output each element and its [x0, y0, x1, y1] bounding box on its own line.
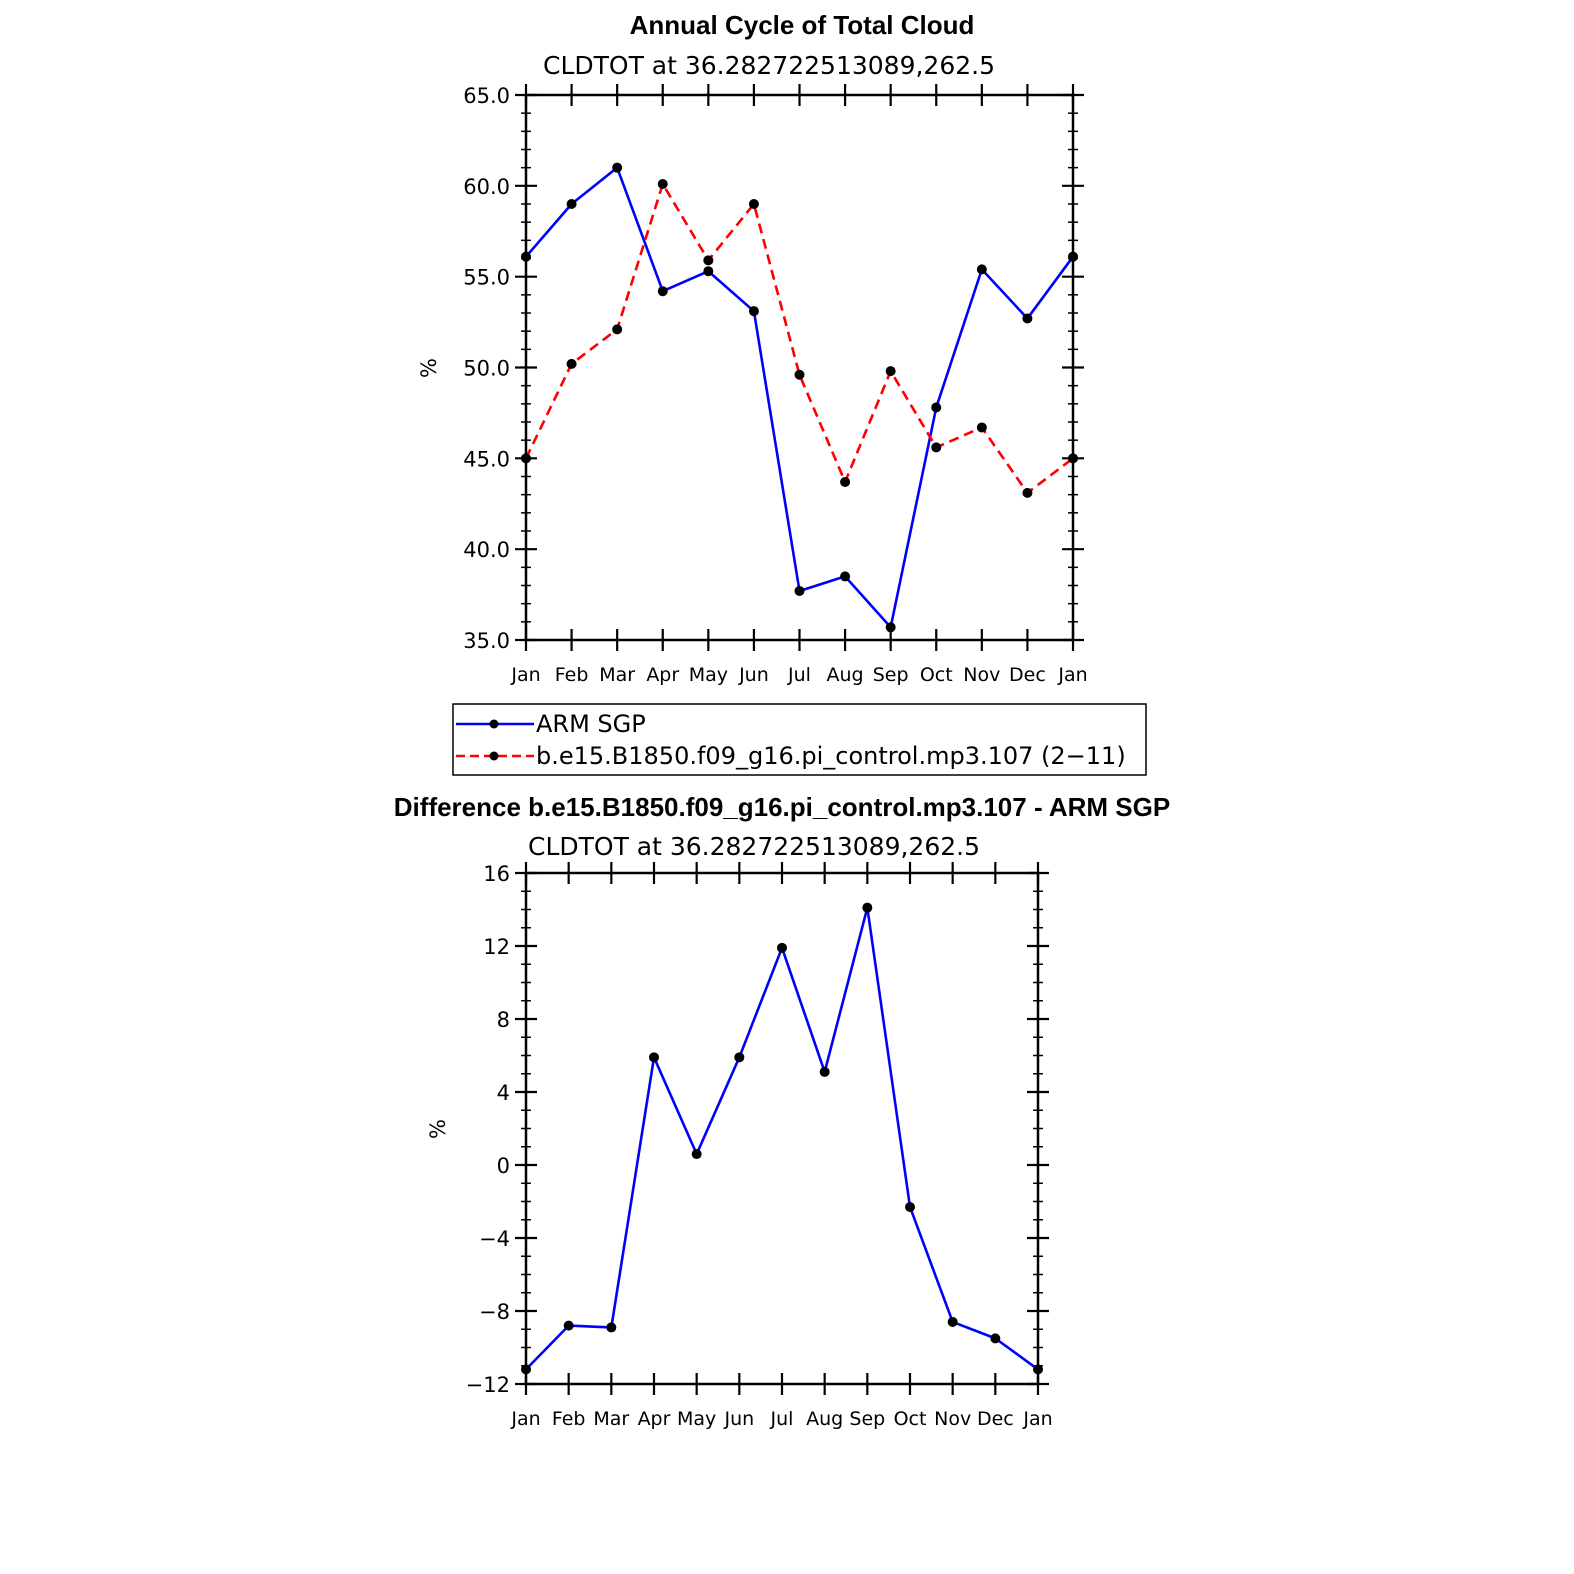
chart2-y-axis-label: %: [426, 1119, 450, 1139]
chart1-series-1-point: [840, 571, 851, 582]
chart1-y-tick-label: 45.0: [463, 447, 510, 471]
chart2-y-tick-label: −4: [479, 1227, 510, 1251]
chart1-x-tick-label: Jun: [738, 664, 769, 686]
chart1-series-2-point: [1068, 453, 1078, 464]
chart1-series-2-point: [703, 255, 714, 266]
chart1-series-1-line: [525, 166, 1075, 629]
chart1-title: Annual Cycle of Total Cloud: [630, 10, 975, 40]
chart2-x-tick-label: May: [677, 1408, 716, 1430]
chart1-series-1-point: [931, 402, 942, 413]
chart1-series-1-point: [612, 162, 623, 173]
chart2-subtitle: CLDTOT at 36.282722513089,262.5: [528, 832, 980, 861]
chart2-y-tick-label: 8: [497, 1008, 510, 1032]
chart1-x-tick-label: Aug: [827, 664, 864, 686]
chart2-series-1-point: [990, 1333, 1001, 1344]
chart1-x-tick-label: Oct: [920, 664, 953, 686]
chart2-series-1-point: [777, 942, 787, 953]
chart1-y-tick-label: 40.0: [463, 538, 510, 562]
chart2-y-tick-label: −12: [466, 1373, 510, 1397]
chart2-series-1-point: [862, 902, 873, 913]
chart2-y-tick-label: −8: [479, 1300, 510, 1324]
chart2-series-1-point: [691, 1149, 702, 1160]
legend-marker-arm: [489, 719, 499, 729]
chart1-x-tick-label: Nov: [963, 664, 1000, 686]
chart1-series-1-point: [521, 251, 531, 262]
chart1-x-tick-label: Dec: [1009, 664, 1046, 686]
chart2-x-tick-label: Jan: [510, 1408, 540, 1430]
chart2-y-tick-label: 4: [497, 1081, 510, 1105]
chart1-series-1-point: [885, 622, 896, 633]
legend-label-model: b.e15.B1850.f09_g16.pi_control.mp3.107 (…: [536, 742, 1126, 770]
chart1-x-tick-label: Mar: [599, 664, 635, 686]
chart2-x-tick-label: Mar: [593, 1408, 629, 1430]
chart1-series-1-point: [657, 286, 668, 297]
chart2-series-1-point: [563, 1320, 574, 1331]
chart1-x-tick-label: Sep: [873, 664, 909, 686]
chart2-y-tick-label: 0: [497, 1154, 510, 1178]
chart1-series-2-point: [840, 476, 851, 487]
chart2-x-tick-label: Jun: [723, 1408, 754, 1430]
chart1-y-tick-label: 65.0: [463, 84, 510, 108]
chart2-series-1-point: [1033, 1364, 1043, 1375]
chart2-x-tick-label: Sep: [849, 1408, 885, 1430]
chart2-x-tick-label: Oct: [894, 1408, 927, 1430]
chart1-series-2-point: [885, 366, 896, 377]
chart2-series-1-point: [947, 1316, 958, 1327]
chart1-series-2-point: [748, 199, 759, 209]
chart2-series-1-line: [525, 906, 1039, 1371]
chart1-series-1-point: [748, 306, 759, 317]
chart1-x-tick-label: Feb: [555, 664, 589, 686]
chart1-series-2-point: [794, 369, 805, 380]
chart1-series-2-point: [566, 358, 577, 369]
chart1-series-2-point: [1022, 487, 1033, 498]
chart1-series-2-point: [521, 453, 531, 464]
chart2-x-tick-label: Apr: [638, 1408, 671, 1430]
chart1-series-2-point: [976, 422, 987, 433]
chart1-series-1-point: [1068, 251, 1078, 262]
chart2-x-tick-label: Jul: [770, 1408, 794, 1430]
chart1-x-tick-label: Apr: [646, 664, 679, 686]
chart1-x-tick-label: Jan: [510, 664, 540, 686]
chart1-series-2-point: [931, 442, 942, 453]
chart1-y-axis-label: %: [417, 358, 441, 378]
chart2-x-tick-label: Dec: [977, 1408, 1014, 1430]
chart1-series-2-line: [524, 182, 1074, 495]
chart1-series-2-point: [612, 324, 623, 335]
chart1-series-1-point: [566, 199, 577, 209]
chart2-series-1-point: [606, 1322, 617, 1333]
chart2-x-tick-label: Jan: [1022, 1408, 1052, 1430]
legend-label-arm: ARM SGP: [536, 710, 646, 738]
chart1-y-tick-label: 60.0: [463, 175, 510, 199]
chart2-y-tick-label: 12: [483, 935, 510, 959]
chart1-y-tick-label: 35.0: [463, 629, 510, 653]
chart2-series-1-point: [521, 1364, 531, 1375]
legend: ARM SGP b.e15.B1850.f09_g16.pi_control.m…: [452, 703, 1147, 776]
chart2-title: Difference b.e15.B1850.f09_g16.pi_contro…: [394, 792, 1170, 822]
chart1-frame: [524, 93, 1075, 642]
chart1-x-tick-label: Jan: [1057, 664, 1087, 686]
legend-box: [452, 703, 1147, 776]
chart1-series-1-point: [703, 266, 714, 277]
chart2-series-1-point: [905, 1201, 915, 1212]
chart1-series-1-point: [794, 585, 805, 596]
chart1-x-tick-label: Jul: [787, 664, 811, 686]
chart1-series-1-point: [1022, 313, 1033, 324]
chart1-series-2-point: [657, 179, 668, 190]
chart2-series-1-point: [649, 1052, 659, 1063]
chart2-series-1-point: [734, 1052, 745, 1063]
chart1-series-1-point: [976, 264, 987, 275]
chart1-subtitle: CLDTOT at 36.282722513089,262.5: [543, 51, 995, 80]
chart1-y-tick-label: 55.0: [463, 266, 510, 290]
chart1-y-tick-label: 50.0: [463, 357, 510, 381]
chart2-x-tick-label: Feb: [552, 1408, 586, 1430]
legend-marker-model: [489, 751, 499, 761]
chart1-x-tick-label: May: [689, 664, 728, 686]
chart2-series-1-point: [819, 1066, 830, 1077]
chart2-x-tick-label: Aug: [806, 1408, 843, 1430]
chart2-y-tick-label: 16: [483, 862, 510, 886]
chart2-x-tick-label: Nov: [934, 1408, 971, 1430]
